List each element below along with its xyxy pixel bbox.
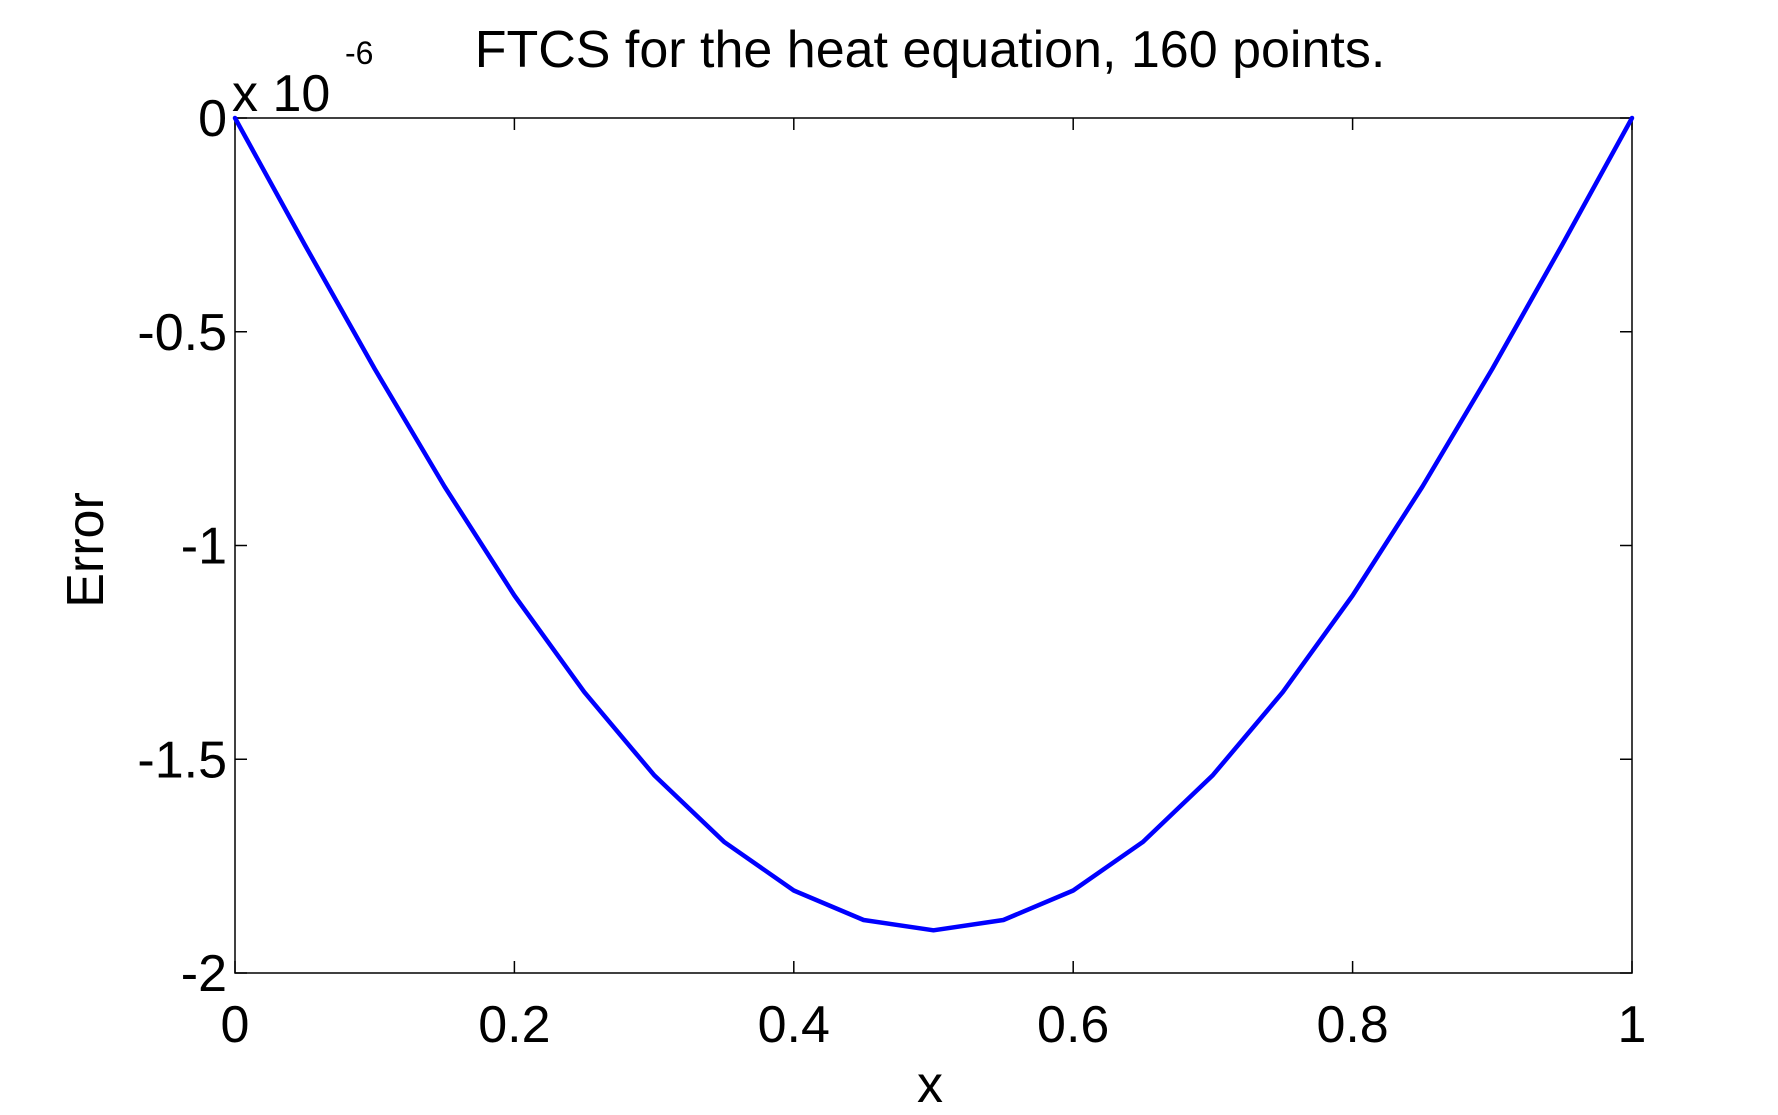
x-axis-label: x: [917, 1056, 943, 1110]
y-axis-exponent-base: x 10: [232, 65, 330, 123]
y-tick-label: -1: [181, 518, 227, 576]
y-tick-label: -0.5: [137, 304, 227, 362]
x-tick-label: 0.6: [1037, 996, 1109, 1054]
y-tick-label: -2: [181, 945, 227, 1003]
plot-area: 0 0.2 0.4 0.6 0.8 1 0 -0.5 -1 -1.5 -2: [137, 90, 1646, 1054]
x-tick-label: 0.4: [758, 996, 830, 1054]
series-line: [232, 115, 1635, 933]
chart-title: FTCS for the heat equation, 160 points.: [475, 21, 1386, 79]
y-axis-exponent-power: -6: [345, 35, 373, 71]
x-tick-label: 1: [1618, 996, 1647, 1054]
y-tick-label: 0: [198, 90, 227, 148]
x-tick-label: 0.8: [1316, 996, 1388, 1054]
plot-frame: [234, 117, 1633, 974]
x-tick-label: 0: [221, 996, 250, 1054]
y-axis-exponent-label: x 10 -6: [232, 35, 373, 123]
plot-background: [235, 118, 1632, 973]
x-tick-label: 0.2: [478, 996, 550, 1054]
y-axis-label: Error: [57, 492, 115, 608]
y-tick-label: -1.5: [137, 731, 227, 789]
